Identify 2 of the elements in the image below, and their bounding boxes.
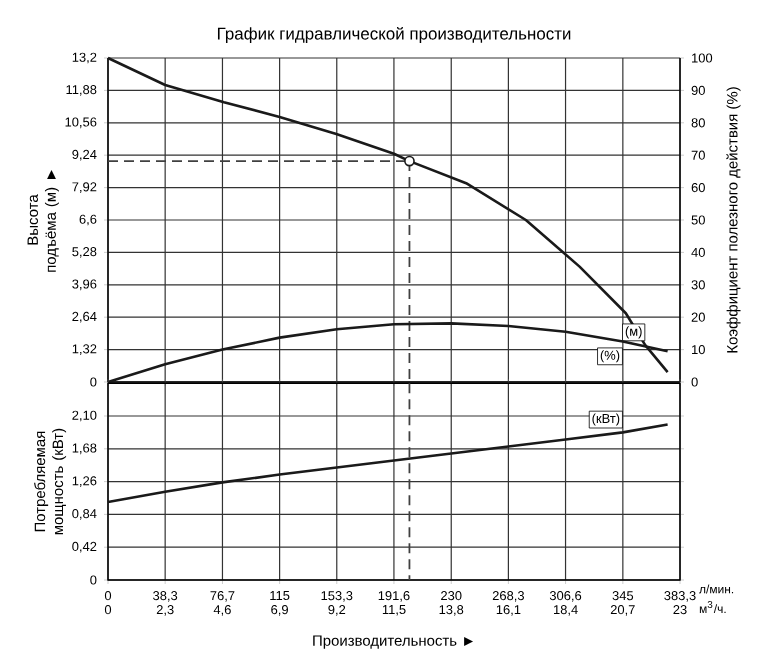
- line-series: [106, 423, 669, 504]
- chart-title: График гидравлической производительности: [217, 26, 571, 43]
